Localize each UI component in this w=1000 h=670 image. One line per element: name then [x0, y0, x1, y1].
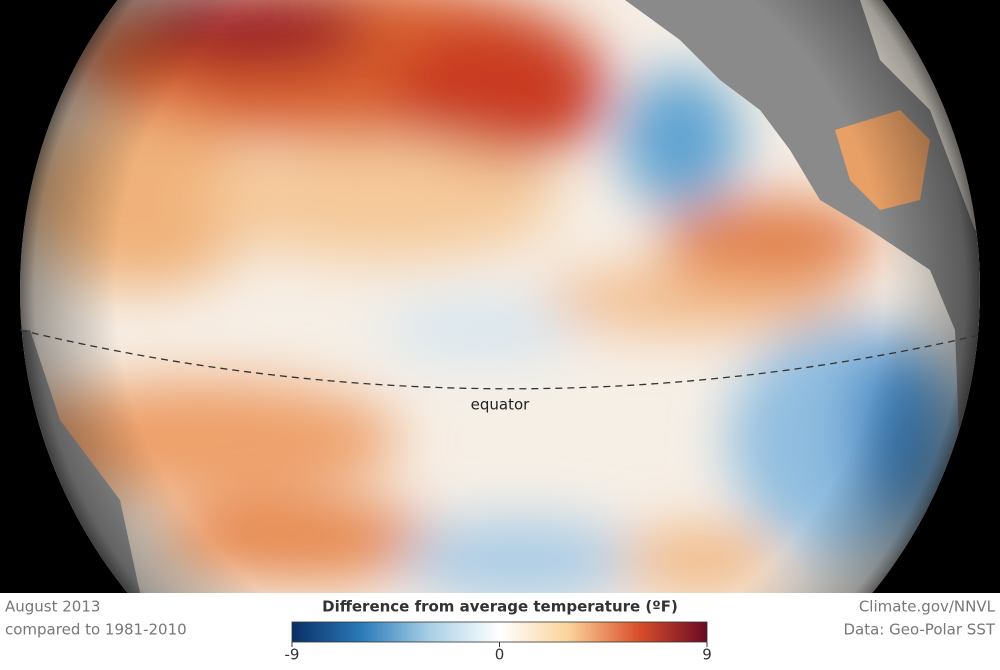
equator-line	[19, 329, 981, 390]
legend-title: Difference from average temperature (ºF)	[322, 598, 678, 616]
credit-source: Climate.gov/NNVL	[859, 598, 996, 616]
colorbar-tick-label: 9	[702, 646, 712, 664]
colorbar	[291, 621, 708, 643]
caption-date: August 2013	[5, 598, 100, 616]
colorbar-tick-label: -9	[285, 646, 300, 664]
globe	[20, 0, 980, 600]
equator-label: equator	[471, 396, 531, 414]
caption-baseline: compared to 1981-2010	[5, 621, 187, 639]
colorbar-tick-label: 0	[495, 646, 505, 664]
credit-data: Data: Geo-Polar SST	[843, 621, 995, 639]
